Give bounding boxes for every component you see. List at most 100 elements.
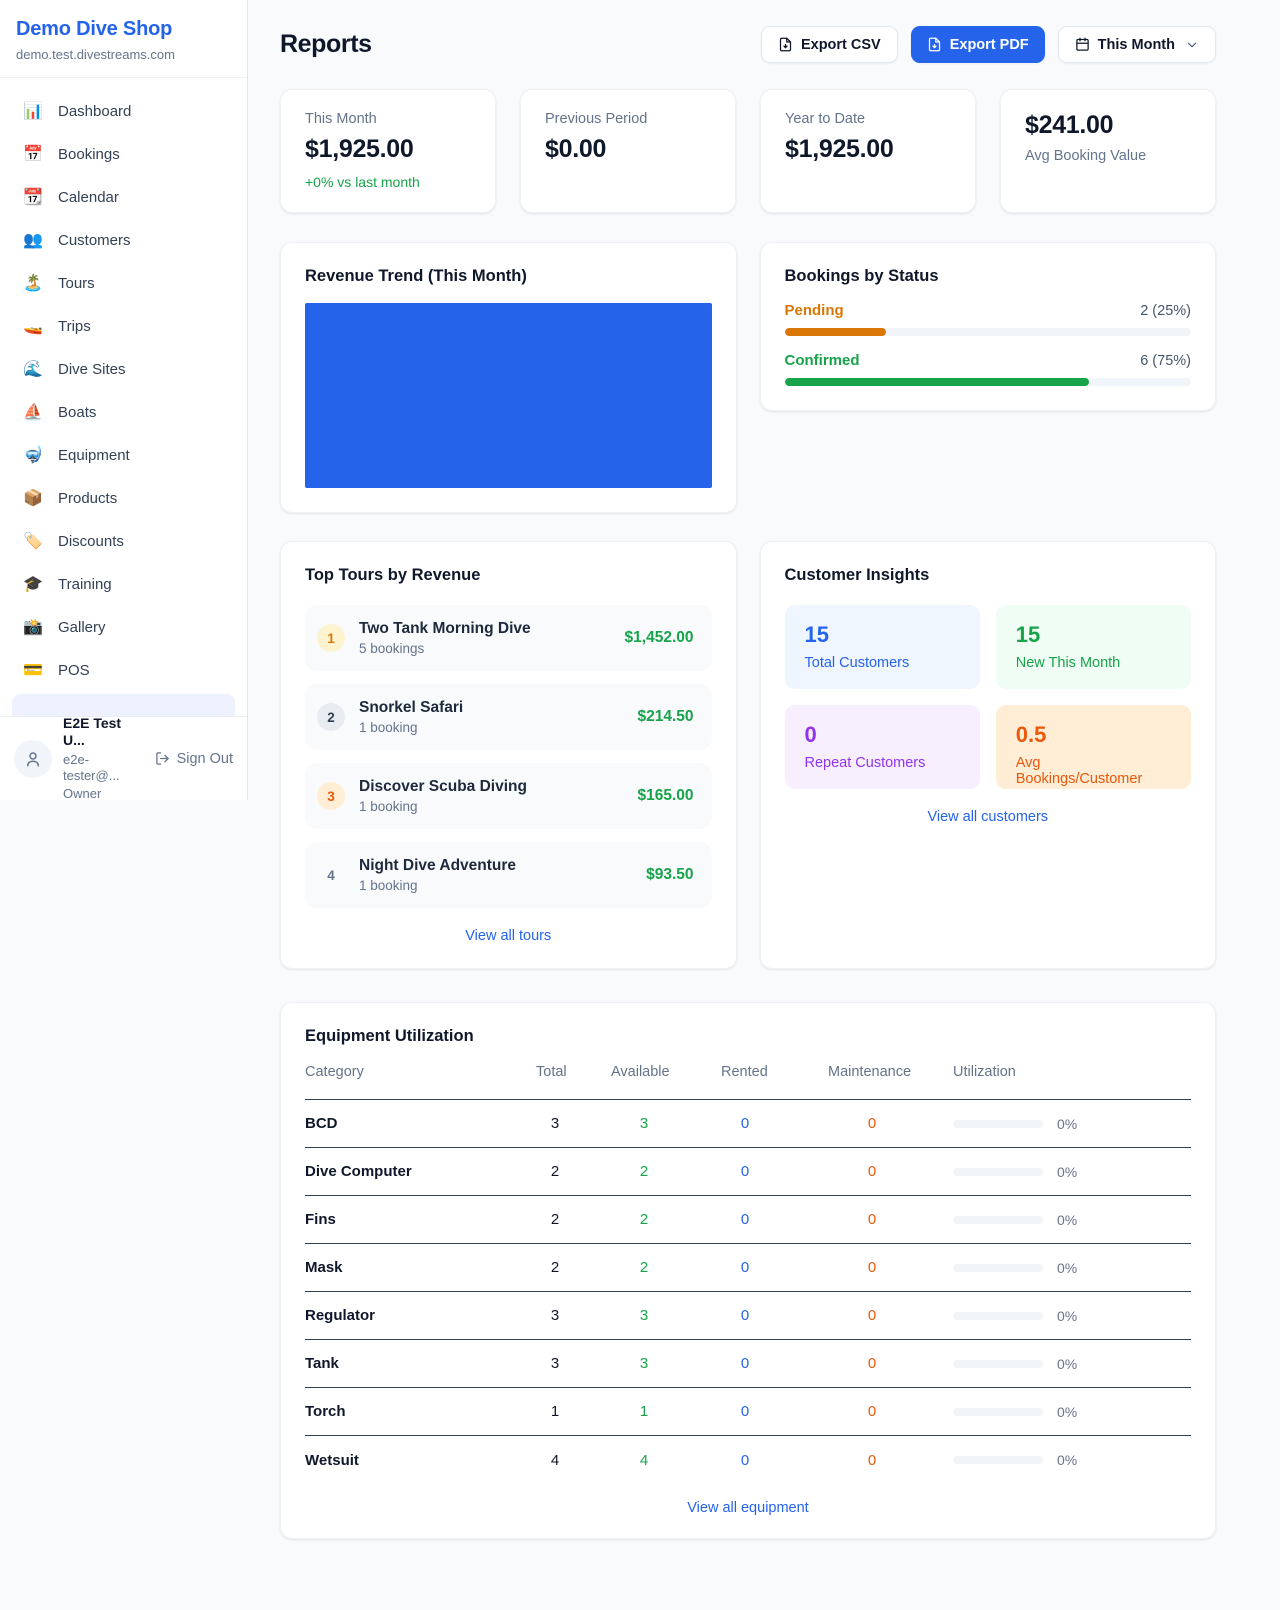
products-icon: 📦 xyxy=(23,490,43,507)
sidebar-item-bookings[interactable]: 📅 Bookings xyxy=(12,135,235,173)
rented-cell: 0 xyxy=(740,1163,750,1180)
sidebar-item-label: Bookings xyxy=(58,145,120,163)
rented-cell: 0 xyxy=(740,1307,750,1324)
tour-bookings: 1 booking xyxy=(359,720,418,735)
sidebar-item-calendar[interactable]: 📆 Calendar xyxy=(12,178,235,216)
brand-name: Demo Dive Shop xyxy=(16,18,173,40)
status-bar-track xyxy=(784,378,1191,386)
tour-row: 3 Discover Scuba Diving 1 booking $165.00 xyxy=(305,763,712,829)
sidebar-item-customers[interactable]: 👥 Customers xyxy=(12,221,235,259)
status-label: Pending xyxy=(784,302,844,319)
sidebar-item-training[interactable]: 🎓 Training xyxy=(12,565,235,603)
sidebar-item-equipment[interactable]: 🤿 Equipment xyxy=(12,436,235,474)
available-cell: 2 xyxy=(639,1163,649,1180)
sidebar-item-discounts[interactable]: 🏷️ Discounts xyxy=(12,522,235,560)
sidebar-item-label: Calendar xyxy=(58,188,119,206)
tile-label: New This Month xyxy=(1015,655,1121,671)
status-bar-fill xyxy=(784,378,1090,386)
sidebar-item-boats[interactable]: ⛵ Boats xyxy=(12,393,235,431)
category-cell: Dive Computer xyxy=(305,1163,412,1180)
rank-badge: 2 xyxy=(317,703,345,731)
sidebar-item-tours[interactable]: 🏝️ Tours xyxy=(12,264,235,302)
total-cell: 4 xyxy=(550,1451,560,1469)
utilization-percent: 0% xyxy=(1057,1355,1078,1372)
utilization-percent: 0% xyxy=(1057,1163,1078,1180)
equipment-icon: 🤿 xyxy=(23,447,43,464)
available-cell: 2 xyxy=(639,1211,649,1228)
category-cell: Torch xyxy=(305,1403,346,1420)
tour-name: Discover Scuba Diving xyxy=(359,778,527,795)
utilization-bar xyxy=(953,1215,1043,1224)
category-cell: Wetsuit xyxy=(305,1451,359,1469)
sidebar-item-pos[interactable]: 💳 POS xyxy=(12,651,235,689)
total-cell: 2 xyxy=(550,1259,560,1276)
table-row: Torch 1 1 0 0 0% xyxy=(305,1388,1191,1436)
tour-name: Two Tank Morning Dive xyxy=(359,620,531,637)
table-row: Dive Computer 2 2 0 0 0% xyxy=(305,1148,1191,1196)
status-row-pending: Pending 2 (25%) xyxy=(784,302,1191,336)
available-cell: 1 xyxy=(639,1403,649,1420)
sign-out-button[interactable]: Sign Out xyxy=(155,751,233,767)
column-header: Maintenance xyxy=(828,1064,912,1080)
export-pdf-label: Export PDF xyxy=(949,36,1029,53)
export-csv-button[interactable]: Export CSV xyxy=(760,26,898,63)
trips-icon: 🚤 xyxy=(23,318,43,335)
user-email: e2e-tester@... xyxy=(63,751,120,783)
maintenance-cell: 0 xyxy=(867,1115,877,1132)
sidebar-item-label: Gallery xyxy=(58,618,106,636)
tour-amount: $93.50 xyxy=(646,866,694,883)
revenue-trend-chart xyxy=(305,303,712,488)
utilization-bar xyxy=(953,1359,1043,1368)
sidebar-item-dashboard[interactable]: 📊 Dashboard xyxy=(12,92,235,130)
tour-row: 4 Night Dive Adventure 1 booking $93.50 xyxy=(305,842,712,908)
revenue-trend-title: Revenue Trend (This Month) xyxy=(305,267,527,285)
tour-bookings: 1 booking xyxy=(359,878,418,893)
file-download-icon xyxy=(779,37,792,52)
sidebar-item-trips[interactable]: 🚤 Trips xyxy=(12,307,235,345)
export-pdf-button[interactable]: Export PDF xyxy=(910,26,1045,63)
header-actions: Export CSV Export PDF This Month xyxy=(760,26,1216,63)
equipment-utilization-title: Equipment Utilization xyxy=(305,1027,474,1045)
charts-row: Revenue Trend (This Month) Bookings by S… xyxy=(280,242,1216,513)
customers-icon: 👥 xyxy=(23,232,43,249)
utilization-bar xyxy=(953,1311,1043,1320)
rented-cell: 0 xyxy=(740,1451,750,1469)
file-download-icon xyxy=(928,37,940,52)
tile-value: 15 xyxy=(1015,622,1041,647)
sidebar-item-label: Equipment xyxy=(58,446,130,464)
available-cell: 3 xyxy=(639,1307,649,1324)
tile-total-customers: 15 Total Customers xyxy=(784,605,980,689)
main-content: Reports Export CSV Export PDF This Month… xyxy=(248,0,1280,1539)
utilization-percent: 0% xyxy=(1057,1115,1078,1132)
equipment-table-header: Category Total Available Rented Maintena… xyxy=(305,1058,1191,1100)
sign-out-label: Sign Out xyxy=(176,750,233,767)
sidebar-item-gallery[interactable]: 📸 Gallery xyxy=(12,608,235,646)
view-all-tours-link[interactable]: View all tours xyxy=(465,928,552,944)
stat-value: $0.00 xyxy=(545,135,607,163)
view-all-customers-link[interactable]: View all customers xyxy=(927,809,1049,825)
sidebar-item-label: Dive Sites xyxy=(58,360,126,378)
tile-label: Avg Bookings/Customer xyxy=(1015,755,1143,787)
rank-badge: 1 xyxy=(317,624,345,652)
sidebar-item-label: Dashboard xyxy=(58,102,132,120)
utilization-percent: 0% xyxy=(1057,1452,1078,1468)
top-tours-card: Top Tours by Revenue 1 Two Tank Morning … xyxy=(280,541,737,969)
sidebar-item-products[interactable]: 📦 Products xyxy=(12,479,235,517)
available-cell: 3 xyxy=(639,1115,649,1132)
utilization-bar xyxy=(953,1407,1043,1416)
tile-repeat-customers: 0 Repeat Customers xyxy=(784,705,980,789)
view-all-equipment-link[interactable]: View all equipment xyxy=(687,1500,809,1516)
tile-new-this-month: 15 New This Month xyxy=(995,605,1191,689)
equipment-utilization-card: Equipment Utilization Category Total Ava… xyxy=(280,1002,1216,1539)
stat-value: $1,925.00 xyxy=(305,135,414,163)
period-dropdown[interactable]: This Month xyxy=(1057,26,1216,63)
column-header: Total xyxy=(536,1064,567,1080)
sidebar-item-dive-sites[interactable]: 🌊 Dive Sites xyxy=(12,350,235,388)
category-cell: Tank xyxy=(305,1355,339,1372)
tile-value: 15 xyxy=(804,622,829,647)
total-cell: 2 xyxy=(550,1211,560,1228)
rented-cell: 0 xyxy=(740,1115,750,1132)
brand-domain: demo.test.divestreams.com xyxy=(16,47,175,62)
rented-cell: 0 xyxy=(740,1403,750,1420)
category-cell: Fins xyxy=(305,1211,336,1228)
